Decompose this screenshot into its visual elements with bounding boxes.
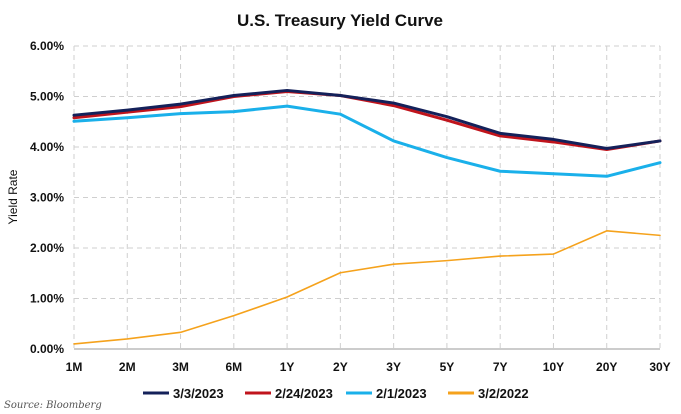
grid-lines [73,45,661,350]
series-line-2-1-2023 [72,104,662,178]
y-tick-label: 1.00% [30,292,64,306]
x-tick-label: 5Y [440,360,455,374]
x-axis-ticks: 1M 2M 3M 6M 1Y 2Y 3Y 5Y 7Y 10Y 20Y 30Y [66,360,671,374]
source-note: Source: Bloomberg [4,400,102,411]
x-tick-label: 2M [119,360,136,374]
x-tick-label: 20Y [596,360,617,374]
y-tick-label: 4.00% [30,140,64,154]
y-tick-label: 0.00% [30,342,64,356]
x-tick-label: 6M [225,360,242,374]
legend-label: 2/1/2023 [376,386,427,401]
y-axis-ticks: 0.00% 1.00% 2.00% 3.00% 4.00% 5.00% 6.00% [30,39,64,356]
x-tick-label: 2Y [333,360,348,374]
x-tick-label: 30Y [649,360,670,374]
x-tick-label: 1Y [280,360,295,374]
x-tick-label: 7Y [493,360,508,374]
x-tick-label: 1M [66,360,83,374]
series-line-3-3-2023 [72,88,662,151]
chart-title: U.S. Treasury Yield Curve [237,11,443,30]
y-tick-label: 6.00% [30,39,64,53]
legend-label: 3/2/2022 [478,386,529,401]
series-line-3-2-2022 [73,230,661,345]
series-lines [72,88,662,345]
y-tick-label: 2.00% [30,241,64,255]
legend-label: 2/24/2023 [275,386,333,401]
y-tick-label: 3.00% [30,191,64,205]
y-tick-label: 5.00% [30,90,64,104]
legend-label: 3/3/2023 [173,386,224,401]
y-axis-label: Yield Rate [6,169,20,224]
x-tick-label: 10Y [543,360,564,374]
x-tick-label: 3M [172,360,189,374]
x-tick-label: 3Y [386,360,401,374]
legend: 3/3/2023 2/24/2023 2/1/2023 3/2/2022 [143,386,529,401]
